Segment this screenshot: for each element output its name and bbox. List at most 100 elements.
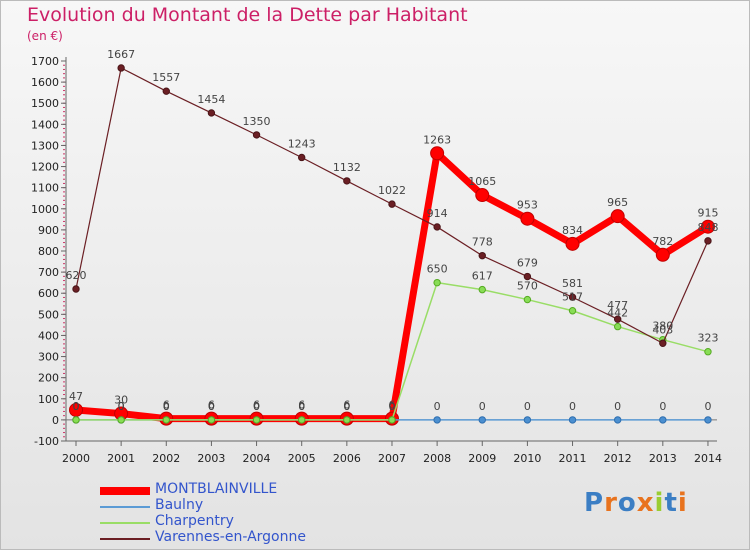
- data-label-varennes-en-argonne: 581: [562, 277, 583, 290]
- data-label-charpentry: 323: [697, 332, 718, 345]
- point-charpentry: [117, 416, 125, 424]
- data-label-varennes-en-argonne: 778: [472, 236, 493, 249]
- x-tick-label: 2012: [604, 452, 632, 465]
- data-label-montblainville: 6: [388, 399, 395, 412]
- data-label-montblainville: 1065: [468, 175, 496, 188]
- x-tick-label: 2011: [559, 452, 587, 465]
- point-varennes-en-argonne: [523, 272, 532, 281]
- x-tick-label: 2009: [468, 452, 496, 465]
- y-tick-label: 1200: [31, 161, 59, 174]
- legend-label: Charpentry: [155, 513, 234, 529]
- point-varennes-en-argonne: [613, 315, 622, 323]
- y-tick-label: 1000: [31, 203, 59, 216]
- y-tick-label: 1700: [31, 55, 59, 68]
- point-baulny: [478, 416, 486, 424]
- y-tick-label: -100: [34, 435, 59, 448]
- point-montblainville: [610, 209, 625, 224]
- point-charpentry: [388, 416, 396, 424]
- point-baulny: [659, 416, 667, 424]
- x-tick-label: 2008: [423, 452, 451, 465]
- point-charpentry: [613, 322, 622, 331]
- point-baulny: [433, 416, 441, 424]
- x-tick-label: 2007: [378, 452, 406, 465]
- data-label-baulny: 0: [163, 400, 170, 413]
- data-label-varennes-en-argonne: 1667: [107, 48, 135, 61]
- y-tick-label: 900: [38, 224, 59, 237]
- y-tick-label: 200: [38, 372, 59, 385]
- logo-letter: P: [584, 488, 605, 518]
- point-montblainville: [520, 211, 535, 226]
- series-marks: [69, 64, 715, 426]
- point-charpentry: [568, 307, 577, 315]
- y-tick-label: 0: [52, 414, 59, 427]
- data-label-baulny: 0: [704, 400, 711, 413]
- data-label-baulny: 0: [298, 400, 305, 413]
- data-label-charpentry: 0: [343, 400, 350, 413]
- data-label-charpentry: 442: [607, 307, 628, 320]
- x-tick-label: 2002: [152, 452, 180, 465]
- x-tick-label: 2010: [513, 452, 541, 465]
- logo-letter: t: [664, 488, 678, 518]
- point-varennes-en-argonne: [388, 200, 396, 208]
- unit-label: (en €): [27, 29, 63, 43]
- y-tick-label: 300: [38, 351, 59, 364]
- logo-letter: x: [636, 488, 655, 518]
- data-label-varennes-en-argonne: 914: [427, 207, 448, 220]
- data-label-montblainville: 965: [607, 196, 628, 209]
- data-label-baulny: 0: [659, 400, 666, 413]
- data-label-varennes-en-argonne: 1350: [243, 115, 271, 128]
- logo-letter: o: [617, 488, 637, 518]
- data-label-charpentry: 0: [298, 400, 305, 413]
- data-label-baulny: 0: [434, 400, 441, 413]
- point-charpentry: [478, 285, 486, 294]
- point-baulny: [523, 416, 532, 424]
- point-varennes-en-argonne: [478, 251, 486, 260]
- legend-label: MONTBLAINVILLE: [155, 481, 278, 497]
- data-label-montblainville: 834: [562, 224, 583, 237]
- data-labels: 47 30 6 6 6 6 6 6 1263 1065 953 834 965 782 915 0 0 0 0 0 0 0…: [66, 48, 719, 413]
- point-varennes-en-argonne: [659, 339, 667, 347]
- point-montblainville: [565, 236, 580, 251]
- data-label-baulny: 0: [253, 400, 260, 413]
- data-label-charpentry: 517: [562, 291, 583, 304]
- legend-swatch: [100, 487, 150, 495]
- point-charpentry: [433, 278, 441, 287]
- point-varennes-en-argonne: [704, 237, 712, 245]
- y-tick-label: 1400: [31, 118, 59, 131]
- data-label-baulny: 0: [73, 400, 80, 413]
- point-montblainville: [655, 247, 670, 262]
- point-charpentry: [252, 416, 261, 424]
- x-tick-label: 2006: [333, 452, 361, 465]
- data-label-montblainville: 1263: [423, 133, 451, 146]
- point-montblainville: [700, 219, 715, 234]
- point-baulny: [613, 416, 622, 424]
- data-label-montblainville: 6: [253, 399, 260, 412]
- data-label-baulny: 0: [118, 400, 125, 413]
- data-label-montblainville: 6: [208, 399, 215, 412]
- point-varennes-en-argonne: [343, 177, 351, 185]
- logo-letter: r: [604, 488, 618, 518]
- point-varennes-en-argonne: [207, 109, 216, 117]
- point-charpentry: [343, 416, 351, 424]
- data-label-charpentry: 0: [388, 400, 395, 413]
- point-varennes-en-argonne: [72, 285, 80, 293]
- data-label-montblainville: 6: [343, 399, 350, 412]
- data-label-baulny: 0: [569, 400, 576, 413]
- logo-letter: i: [677, 488, 688, 518]
- data-label-charpentry: 650: [427, 263, 448, 276]
- point-varennes-en-argonne: [298, 153, 306, 162]
- y-tick-label: 1500: [31, 97, 59, 110]
- x-tick-label: 2003: [197, 452, 225, 465]
- y-tick-label: 1300: [31, 139, 59, 152]
- data-label-varennes-en-argonne: 1022: [378, 184, 406, 197]
- legend-swatch: [100, 538, 150, 540]
- point-varennes-en-argonne: [252, 131, 261, 139]
- data-label-varennes-en-argonne: 477: [607, 299, 628, 312]
- data-label-charpentry: 0: [73, 400, 80, 413]
- point-varennes-en-argonne: [117, 64, 125, 72]
- data-label-varennes-en-argonne: 1454: [197, 93, 225, 106]
- point-varennes-en-argonne: [162, 87, 170, 95]
- point-montblainville: [475, 188, 490, 203]
- data-label-varennes-en-argonne: 1132: [333, 161, 361, 174]
